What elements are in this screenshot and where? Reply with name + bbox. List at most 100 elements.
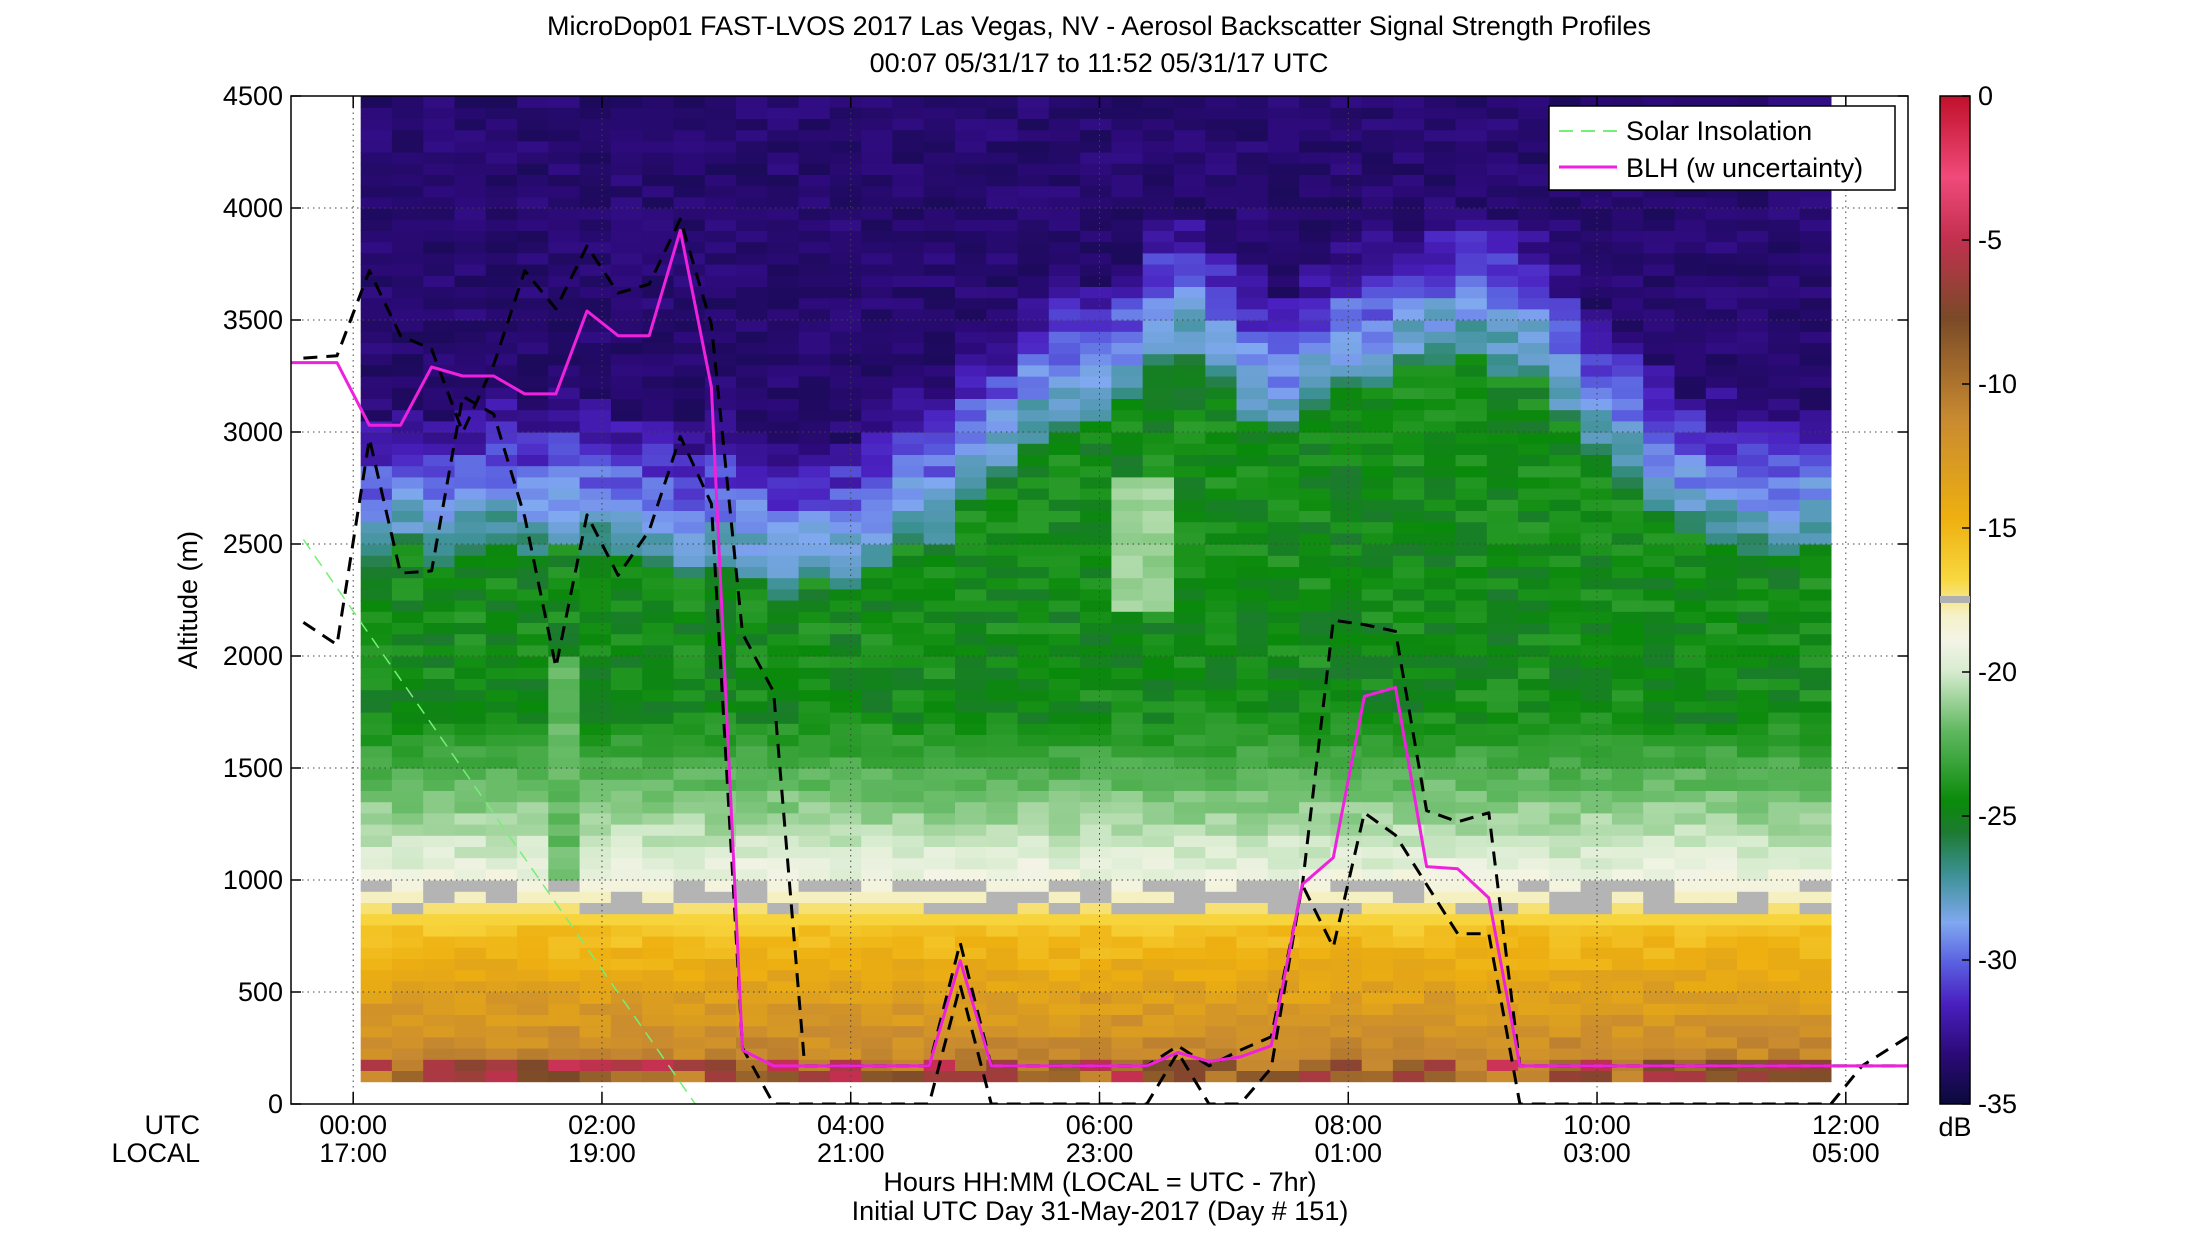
heatmap-cell <box>1643 588 1676 601</box>
heatmap-cell <box>1048 835 1081 847</box>
heatmap-cell <box>1392 689 1425 702</box>
heatmap-cell <box>829 353 862 366</box>
heatmap-cell <box>955 320 987 332</box>
heatmap-cell <box>1299 969 1331 982</box>
heatmap-cell <box>1705 499 1738 511</box>
heatmap-cell <box>1080 611 1112 623</box>
heatmap-cell <box>517 734 549 747</box>
heatmap-cell <box>1205 432 1238 444</box>
heatmap-cell <box>1361 454 1394 467</box>
heatmap-cell <box>829 678 862 691</box>
heatmap-cell <box>798 432 831 444</box>
heatmap-cell <box>955 846 987 859</box>
heatmap-cell <box>1361 1036 1394 1049</box>
heatmap-cell <box>423 320 456 332</box>
heatmap-cell <box>736 1025 768 1038</box>
heatmap-cell <box>798 129 831 142</box>
heatmap-cell <box>1518 846 1550 859</box>
heatmap-cell <box>1392 129 1425 142</box>
heatmap-cell <box>1705 308 1738 321</box>
heatmap-cell <box>1267 723 1300 735</box>
heatmap-cell <box>610 409 643 422</box>
heatmap-cell <box>1267 488 1300 500</box>
heatmap-cell <box>1518 790 1550 803</box>
heatmap-cell <box>391 790 424 803</box>
heatmap-cell <box>861 185 894 198</box>
heatmap-cell <box>360 409 393 422</box>
heatmap-cell <box>1361 756 1394 769</box>
heatmap-cell <box>955 588 987 601</box>
heatmap-cell <box>1674 1070 1707 1083</box>
heatmap-cell <box>1142 768 1175 780</box>
heatmap-cell <box>1611 286 1644 299</box>
heatmap-cell <box>1236 880 1269 892</box>
heatmap-cell <box>1643 880 1676 892</box>
heatmap-cell <box>1392 700 1425 713</box>
heatmap-cell <box>485 1025 518 1038</box>
heatmap-cell <box>1455 488 1488 500</box>
heatmap-cell <box>610 208 643 220</box>
heatmap-cell <box>1299 644 1331 657</box>
heatmap-cell <box>1643 633 1676 646</box>
heatmap-cell <box>798 768 831 780</box>
heatmap-cell <box>1455 409 1488 422</box>
heatmap-cell <box>642 409 675 422</box>
heatmap-cell <box>1111 521 1144 534</box>
heatmap-cell <box>736 342 768 355</box>
heatmap-cell <box>736 846 768 859</box>
heatmap-cell <box>642 588 675 601</box>
heatmap-cell <box>1518 208 1550 220</box>
heatmap-cell <box>1705 1070 1738 1083</box>
heatmap-cell <box>1705 622 1738 635</box>
heatmap-cell <box>423 409 456 422</box>
heatmap-cell <box>642 756 675 769</box>
heatmap-cell <box>1455 465 1488 478</box>
heatmap-cell <box>986 275 1019 287</box>
heatmap-cell <box>829 398 862 411</box>
heatmap-cell <box>1424 566 1457 579</box>
heatmap-cell <box>923 320 956 332</box>
heatmap-cell <box>579 667 612 679</box>
heatmap-cell <box>736 824 768 836</box>
heatmap-cell <box>1737 196 1769 209</box>
heatmap-cell <box>923 902 956 915</box>
heatmap-cell <box>1799 801 1832 814</box>
heatmap-cell <box>391 241 424 254</box>
heatmap-cell <box>1361 230 1394 243</box>
x-tick-label-utc: 10:00 <box>1563 1110 1631 1140</box>
heatmap-cell <box>1048 924 1081 937</box>
heatmap-cell <box>1705 443 1738 455</box>
heatmap-cell <box>517 980 549 993</box>
heatmap-cell <box>1205 118 1238 131</box>
heatmap-cell <box>986 913 1019 926</box>
heatmap-cell <box>861 868 894 881</box>
heatmap-cell <box>1111 857 1144 870</box>
heatmap-cell <box>391 219 424 231</box>
heatmap-cell <box>1267 129 1300 142</box>
heatmap-cell <box>767 980 800 993</box>
heatmap-cell <box>1236 443 1269 455</box>
heatmap-cell <box>391 420 424 433</box>
heatmap-cell <box>1768 868 1801 881</box>
heatmap-cell <box>861 208 894 220</box>
heatmap-cell <box>986 129 1019 142</box>
heatmap-cell <box>1236 96 1269 108</box>
heatmap-cell <box>798 700 831 713</box>
heatmap-cell <box>1048 1025 1081 1038</box>
heatmap-cell <box>955 902 987 915</box>
heatmap-cell <box>1299 320 1331 332</box>
heatmap-cell <box>579 499 612 511</box>
heatmap-cell <box>736 185 768 198</box>
heatmap-cell <box>1424 499 1457 511</box>
heatmap-cell <box>517 689 549 702</box>
heatmap-cell <box>1174 790 1206 803</box>
heatmap-cell <box>673 1059 706 1071</box>
heatmap-cell <box>1017 868 1050 881</box>
heatmap-cell <box>391 846 424 859</box>
heatmap-cell <box>1737 420 1769 433</box>
heatmap-cell <box>1392 107 1425 119</box>
heatmap-cell <box>642 275 675 287</box>
heatmap-cell <box>1611 969 1644 982</box>
heatmap-cell <box>1174 219 1206 231</box>
heatmap-cell <box>829 264 862 276</box>
